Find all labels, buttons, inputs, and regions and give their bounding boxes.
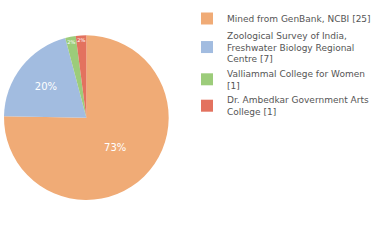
svg-text:73%: 73% bbox=[104, 142, 126, 153]
svg-text:20%: 20% bbox=[35, 81, 57, 92]
svg-text:2%: 2% bbox=[77, 37, 85, 43]
svg-text:Dr. Ambedkar Government ArtsCo: Dr. Ambedkar Government ArtsCollege [1] bbox=[227, 95, 369, 117]
svg-text:Valliammal College for Women[1: Valliammal College for Women[1] bbox=[227, 69, 365, 91]
svg-text:2%: 2% bbox=[67, 39, 75, 45]
svg-text:Mined from GenBank, NCBI [25]: Mined from GenBank, NCBI [25] bbox=[227, 14, 371, 24]
svg-text:Zoological Survey of India,Fre: Zoological Survey of India,Freshwater Bi… bbox=[227, 31, 354, 64]
